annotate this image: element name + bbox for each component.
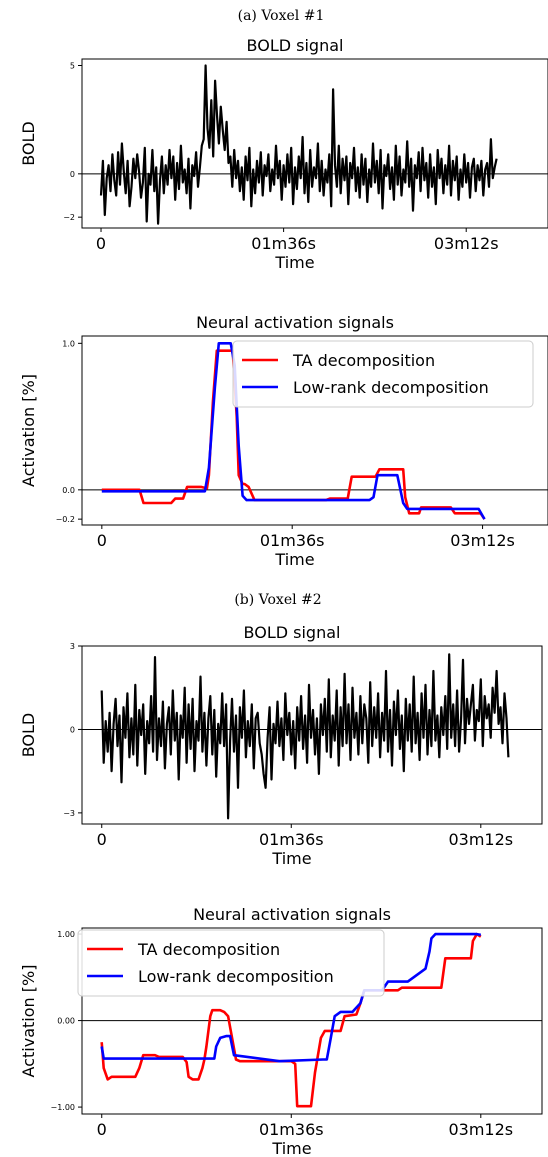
legend-entry-label: Low-rank decomposition [138,967,334,986]
chart-title: BOLD signal [247,36,344,55]
y-tick-label: −3 [63,809,75,818]
legend: TA decomposition Low-rank decomposition [232,340,534,408]
chart-title: BOLD signal [244,623,341,642]
y-tick-label: 1.0 [62,339,75,348]
plot-frame [81,58,548,229]
y-tick-label: 0 [70,725,75,734]
legend-entry-label: TA decomposition [292,351,435,370]
y-tick-label: −0.2 [56,515,75,524]
x-tick-label: 0 [97,830,107,849]
x-axis-label: Time [271,1139,311,1157]
legend-box [77,929,385,997]
legend-box [232,340,534,408]
series-line-low-rank-decomposition [100,932,482,1063]
y-axis-label: BOLD [19,713,38,758]
x-axis-label: Time [274,550,314,569]
x-tick-label: 0 [96,234,106,253]
chart-title: Neural activation signals [193,905,391,924]
x-tick-label: 03m12s [448,830,513,849]
x-tick-label: 01m36s [251,234,316,253]
plot-frame [81,645,543,825]
x-axis-label: Time [271,849,311,868]
x-axis-label: Time [274,253,314,272]
y-tick-label: 1.00 [57,930,75,939]
bold-signal-line [100,653,510,820]
figure-caption: (a) Voxel #1 [238,8,325,24]
legend: TA decomposition Low-rank decomposition [77,929,385,997]
x-tick-label: 0 [97,531,107,550]
y-tick-label: 0 [70,170,75,179]
x-tick-label: 03m12s [450,531,515,550]
y-tick-label: −2 [63,213,75,222]
voxel1-bold-chart: (a) Voxel #1 BOLD signal BOLD Time 0 01m36s 03… [19,8,548,272]
voxel1-neural-chart: Neural activation signals Activation [%] T… [19,313,548,569]
y-tick-label: 5 [70,62,75,71]
x-tick-label: 01m36s [260,531,325,550]
chart-title: Neural activation signals [196,313,394,332]
legend-entry-label: TA decomposition [137,940,280,959]
y-tick-label: 0.0 [62,486,75,495]
x-tick-label: 01m36s [259,1120,324,1139]
x-tick-label: 03m12s [448,1120,513,1139]
y-tick-label: 3 [70,642,75,651]
y-axis-label: Activation [%] [19,374,38,487]
voxel2-neural-chart: Neural activation signals Activation [%] T… [19,905,543,1157]
series-line-low-rank-decomposition [101,342,486,520]
bold-signal-line [99,64,498,225]
x-tick-label: 03m12s [434,234,499,253]
y-tick-label: −1.00 [50,1103,75,1112]
series-line-ta-decomposition [100,932,482,1108]
y-axis-label: Activation [%] [19,965,38,1078]
y-axis-label: BOLD [19,121,38,166]
x-tick-label: 01m36s [259,830,324,849]
legend-entry-label: Low-rank decomposition [293,378,489,397]
x-tick-label: 0 [97,1120,107,1139]
plot-frame [81,335,548,526]
figure-caption: (b) Voxel #2 [234,592,321,608]
y-tick-label: 0.00 [57,1017,75,1026]
